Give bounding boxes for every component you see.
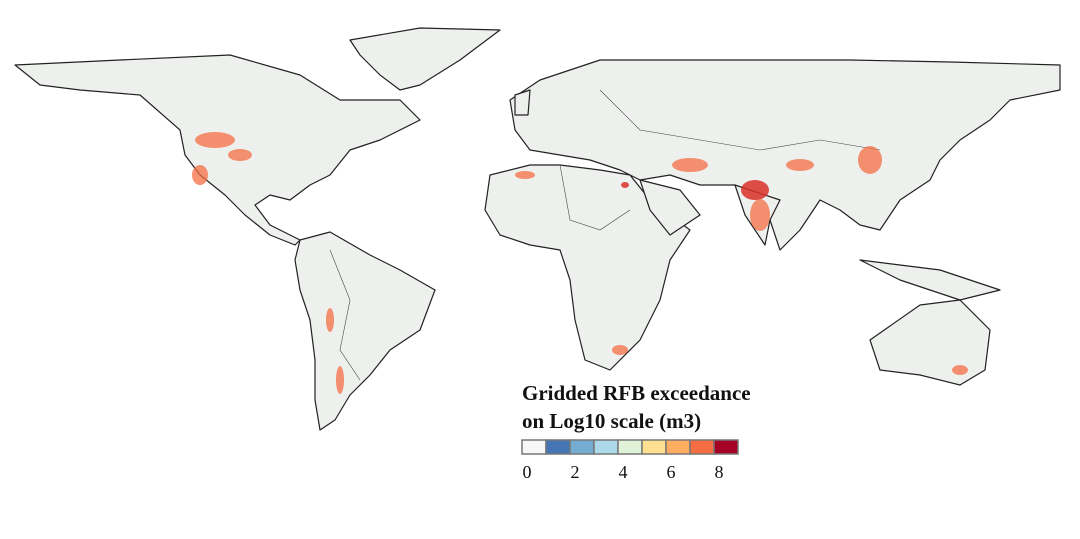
- hotspot: [952, 365, 968, 375]
- arabia: [639, 179, 701, 236]
- legend-swatch: [617, 439, 643, 455]
- borders: [559, 164, 631, 231]
- hotspot: [515, 171, 535, 179]
- legend-tick-label: 8: [715, 462, 724, 482]
- hotspot: [612, 345, 628, 355]
- africa: [484, 164, 691, 371]
- legend: Gridded RFB exceedance on Log10 scale (m…: [521, 381, 751, 482]
- hotspot: [336, 366, 344, 394]
- eurasia: [509, 59, 1061, 251]
- legend-tick-label: 6: [667, 462, 676, 482]
- legend-tick-label: 2: [571, 462, 580, 482]
- hotspot: [621, 182, 629, 188]
- uk: [514, 89, 531, 116]
- hotspot: [195, 132, 235, 148]
- hotspot: [326, 308, 334, 332]
- legend-swatch: [593, 439, 619, 455]
- legend-swatch: [665, 439, 691, 455]
- hotspot: [741, 180, 769, 200]
- legend-swatch: [569, 439, 595, 455]
- exceedance-hotspots: [192, 132, 968, 394]
- hotspot: [750, 199, 770, 231]
- legend-swatch: [545, 439, 571, 455]
- legend-tick-label: 4: [619, 462, 628, 482]
- australia: [869, 299, 991, 386]
- southeast-asia-islands: [859, 259, 1001, 301]
- legend-tick-label: 0: [523, 462, 532, 482]
- continents: [14, 27, 1061, 431]
- hotspot: [672, 158, 708, 172]
- hotspot: [786, 159, 814, 171]
- hotspot: [192, 165, 208, 185]
- south-america: [294, 231, 436, 431]
- greenland: [349, 27, 501, 91]
- legend-swatch: [689, 439, 715, 455]
- hotspot: [858, 146, 882, 174]
- borders: [329, 249, 361, 381]
- hotspot: [228, 149, 252, 161]
- legend-swatch: [521, 439, 547, 455]
- legend-title: Gridded RFB exceedance: [522, 381, 751, 405]
- legend-swatch: [713, 439, 739, 455]
- north-america: [14, 54, 421, 246]
- legend-swatch: [641, 439, 667, 455]
- legend-title: on Log10 scale (m3): [522, 409, 701, 433]
- borders: [599, 89, 881, 151]
